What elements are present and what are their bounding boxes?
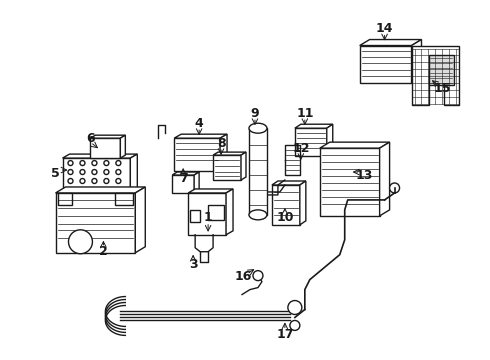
Text: 17: 17 — [276, 328, 294, 341]
Ellipse shape — [249, 210, 267, 220]
Bar — [295, 128, 327, 156]
Polygon shape — [174, 134, 227, 138]
Circle shape — [68, 161, 73, 166]
Polygon shape — [226, 189, 233, 235]
Polygon shape — [380, 142, 390, 216]
Circle shape — [80, 161, 85, 166]
Polygon shape — [360, 40, 421, 45]
Bar — [208, 205, 224, 220]
Bar — [55, 193, 135, 253]
Circle shape — [104, 179, 109, 184]
Text: 1: 1 — [204, 211, 213, 224]
Polygon shape — [130, 154, 137, 196]
Ellipse shape — [249, 123, 267, 133]
Text: 12: 12 — [292, 141, 310, 155]
Text: 5: 5 — [51, 167, 60, 180]
Polygon shape — [194, 172, 199, 193]
Text: 16: 16 — [234, 270, 252, 283]
Bar — [57, 193, 73, 205]
Bar — [429, 55, 454, 85]
Circle shape — [253, 271, 263, 280]
Text: 14: 14 — [376, 22, 393, 35]
Circle shape — [92, 161, 97, 166]
Polygon shape — [241, 152, 246, 180]
Bar — [174, 138, 220, 171]
Text: 15: 15 — [434, 82, 451, 95]
Bar — [63, 158, 130, 196]
Text: 2: 2 — [99, 245, 108, 258]
Polygon shape — [188, 189, 233, 193]
Bar — [213, 155, 241, 180]
Circle shape — [116, 161, 121, 166]
Circle shape — [80, 179, 85, 184]
Text: 4: 4 — [195, 117, 203, 130]
Polygon shape — [63, 154, 137, 158]
Text: 9: 9 — [251, 107, 259, 120]
Text: 6: 6 — [86, 132, 95, 145]
Bar — [190, 210, 200, 222]
Polygon shape — [320, 142, 390, 148]
Circle shape — [68, 179, 73, 184]
Polygon shape — [135, 187, 145, 253]
Text: 11: 11 — [296, 107, 314, 120]
Circle shape — [80, 170, 85, 175]
Bar — [188, 193, 226, 235]
Bar — [272, 185, 300, 225]
Circle shape — [116, 179, 121, 184]
Bar — [320, 148, 380, 216]
Circle shape — [104, 170, 109, 175]
Circle shape — [92, 179, 97, 184]
Circle shape — [68, 170, 73, 175]
Circle shape — [69, 230, 93, 254]
Text: 8: 8 — [217, 137, 225, 150]
Circle shape — [104, 161, 109, 166]
Circle shape — [116, 170, 121, 175]
Circle shape — [390, 183, 399, 193]
Polygon shape — [272, 181, 306, 185]
Polygon shape — [412, 40, 421, 84]
Text: 3: 3 — [189, 258, 197, 271]
Polygon shape — [172, 172, 199, 175]
Bar — [360, 45, 412, 84]
Circle shape — [92, 170, 97, 175]
Polygon shape — [91, 135, 125, 138]
Polygon shape — [412, 45, 460, 105]
Polygon shape — [55, 187, 145, 193]
Polygon shape — [295, 124, 333, 128]
Text: 7: 7 — [179, 171, 188, 185]
Polygon shape — [220, 134, 227, 171]
Polygon shape — [121, 135, 125, 158]
Text: 13: 13 — [356, 168, 373, 181]
Circle shape — [290, 320, 300, 330]
Polygon shape — [213, 152, 246, 155]
Bar — [115, 193, 133, 205]
Polygon shape — [327, 124, 333, 156]
Bar — [91, 138, 121, 158]
Circle shape — [288, 301, 302, 315]
Bar — [172, 175, 194, 193]
Text: 10: 10 — [276, 211, 294, 224]
Polygon shape — [300, 181, 306, 225]
Bar — [249, 128, 267, 215]
